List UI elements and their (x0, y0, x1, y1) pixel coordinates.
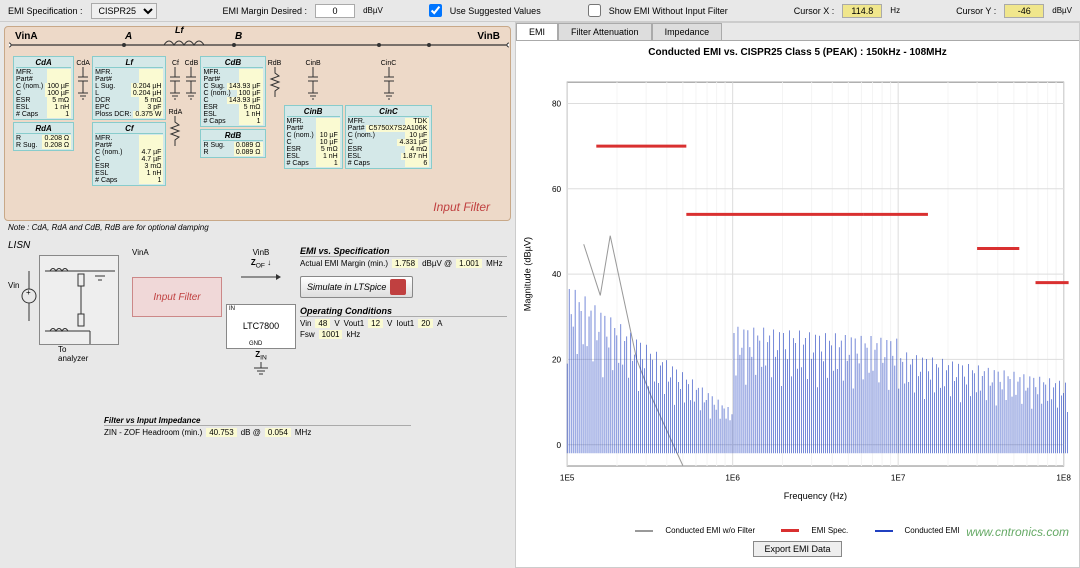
cursor-y-value[interactable] (1004, 4, 1044, 18)
svg-text:1E5: 1E5 (560, 473, 575, 482)
use-suggested-label: Use Suggested Values (450, 6, 541, 16)
chart-area: Conducted EMI vs. CISPR25 Class 5 (PEAK)… (516, 41, 1079, 567)
rda-symbol: RdA (168, 109, 182, 152)
export-button[interactable]: Export EMI Data (753, 541, 841, 557)
lisn-schematic-icon (40, 256, 120, 346)
comp-cinb: CinBMFR.Part#C (nom.)10 µFC10 µFESR5 mΩE… (284, 105, 343, 169)
simulate-button[interactable]: Simulate in LTSpice (300, 276, 413, 298)
source-icon: + (19, 251, 39, 341)
left-panel: VinA A Lf B VinB CdAMFR.Part#C (nom.)100… (0, 22, 515, 568)
right-panel: EMI Filter Attenuation Impedance Conduct… (515, 22, 1080, 568)
fvi-header: Filter vs Input Impedance (104, 416, 411, 426)
emi-plot: 1E5 1E6 1E7 1E8 0 20 40 60 80 Magnitude (dBµV) Fre… (516, 64, 1079, 520)
lf-symbol: Lf (175, 25, 184, 35)
vin-src-label: Vin (8, 281, 19, 290)
zin-label: ZIN (255, 350, 267, 362)
schematic-svg (9, 39, 509, 69)
ltspice-icon (390, 279, 406, 295)
watermark: www.cntronics.com (966, 525, 1069, 539)
margin-input[interactable] (315, 4, 355, 18)
comp-cf: CfMFR.Part#C (nom.)4.7 µFC4.7 µFESR3 mΩE… (92, 122, 166, 186)
arrow-icon (241, 271, 281, 283)
margin-unit: dBµV (363, 6, 383, 15)
margin-label: EMI Margin Desired : (223, 6, 308, 16)
chart-title: Conducted EMI vs. CISPR25 Class 5 (PEAK)… (516, 41, 1079, 64)
show-without-filter-label: Show EMI Without Input Filter (609, 6, 728, 16)
svg-text:1E7: 1E7 (891, 473, 906, 482)
comp-rda: RdAR0.208 ΩR Sug.0.208 Ω (13, 122, 74, 151)
lisn-label: LISN (8, 240, 128, 251)
svg-text:1E8: 1E8 (1056, 473, 1071, 482)
schematic-panel: VinA A Lf B VinB CdAMFR.Part#C (nom.)100… (4, 26, 511, 221)
svg-text:Magnitude (dBµV): Magnitude (dBµV) (522, 237, 532, 311)
svg-text:+: + (26, 288, 31, 297)
zof-label: ZOF ↓ (251, 258, 271, 270)
cursor-y-unit: dBµV (1052, 6, 1072, 15)
specs-area: EMI vs. Specification Actual EMI Margin … (300, 240, 507, 412)
cursor-x-label: Cursor X : (794, 6, 835, 16)
emi-spec-header: EMI vs. Specification (300, 246, 507, 257)
comp-rdb: RdBR Sug.0.089 ΩR0.089 Ω (200, 129, 265, 158)
vinb-port: VinB (253, 248, 270, 257)
cursor-y-label: Cursor Y : (956, 6, 996, 16)
input-filter-block: Input Filter (132, 277, 222, 317)
emi-spec-label: EMI Specification : (8, 6, 83, 16)
svg-text:0: 0 (556, 441, 561, 450)
svg-text:20: 20 (552, 355, 562, 364)
damping-note: Note : CdA, RdA and CdB, RdB are for opt… (8, 223, 507, 232)
op-cond-header: Operating Conditions (300, 306, 507, 317)
input-filter-title: Input Filter (433, 200, 490, 214)
cursor-x-value[interactable] (842, 4, 882, 18)
tabs: EMI Filter Attenuation Impedance (516, 23, 1079, 41)
tab-emi[interactable]: EMI (516, 23, 558, 40)
vina-port: VinA (132, 248, 149, 257)
svg-text:Frequency (Hz): Frequency (Hz) (784, 491, 847, 501)
tab-filter[interactable]: Filter Attenuation (558, 23, 652, 40)
show-without-filter-checkbox[interactable] (588, 4, 601, 17)
use-suggested-checkbox[interactable] (429, 4, 442, 17)
svg-text:60: 60 (552, 185, 562, 194)
lisn-box (39, 255, 119, 345)
ltc-block: IN LTC7800 GND (226, 304, 296, 349)
comp-cinc: CinCMFR.TDKPart#C5750X7S2A106KC (nom.)10… (345, 105, 433, 169)
emi-spec-select[interactable]: CISPR25 (91, 3, 157, 19)
svg-text:1E6: 1E6 (725, 473, 740, 482)
top-bar: EMI Specification : CISPR25 EMI Margin D… (0, 0, 1080, 22)
ground-icon (251, 362, 271, 376)
svg-text:80: 80 (552, 100, 562, 109)
cursor-x-unit: Hz (890, 6, 900, 15)
block-diagram: LISN Vin + (4, 236, 511, 416)
svg-text:40: 40 (552, 270, 562, 279)
to-analyzer-label: To analyzer (58, 345, 128, 363)
tab-impedance[interactable]: Impedance (652, 23, 723, 40)
